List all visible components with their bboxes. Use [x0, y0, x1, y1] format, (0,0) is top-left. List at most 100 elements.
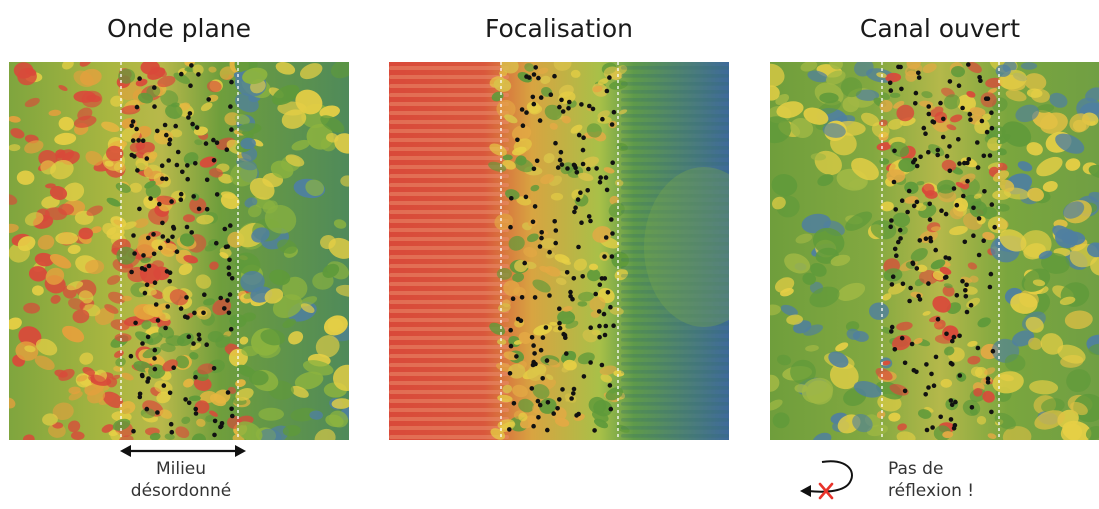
scatterer-dot [189, 63, 194, 68]
scatterer-dot [178, 306, 184, 311]
scatterer-dot [975, 345, 981, 351]
scatterer-dot [585, 188, 590, 193]
scatterer-dot [935, 147, 941, 153]
scatterer-dot [536, 415, 541, 420]
cross-icon [818, 482, 834, 500]
scatterer-dot [155, 318, 161, 323]
scatterer-dot [193, 374, 198, 380]
scatterer-dot [976, 216, 982, 221]
scatterer-dot [906, 188, 912, 194]
scatterer-dot [580, 161, 586, 167]
scatterer-dot [146, 235, 151, 241]
scatterer-dot [530, 219, 536, 225]
scatterer-dot [137, 391, 143, 397]
scatterer-dot [131, 233, 136, 238]
scatterer-dot [597, 323, 602, 329]
scatterer-dot [908, 285, 913, 291]
scatterer-dot [947, 168, 953, 174]
scatterer-dot [519, 107, 525, 112]
scatterer-dot [889, 218, 894, 223]
scatterer-dot [956, 83, 962, 88]
scatterer-dot [508, 327, 513, 333]
scatterer-dot [954, 202, 960, 208]
scatterer-dot [926, 385, 931, 390]
scatterer-dot [940, 134, 946, 140]
scatterer-dot [185, 163, 190, 168]
scatterer-dot [165, 238, 171, 243]
medium-label-line2: désordonné [130, 481, 232, 501]
scatterer-dot [987, 153, 993, 158]
scatterer-dot [536, 75, 541, 81]
scatterer-dot [962, 160, 967, 166]
scatterer-dot [941, 116, 946, 122]
scatterer-dot [569, 396, 574, 401]
scatterer-dot [203, 141, 209, 146]
scatterer-dot [960, 278, 965, 284]
scatterer-dot [171, 224, 176, 230]
scatterer-dot [135, 168, 140, 173]
scatterer-dot [222, 306, 227, 311]
scatterer-dot [590, 106, 596, 112]
scatterer-dot [170, 234, 175, 240]
scatterer-dot [893, 207, 898, 212]
scatterer-dot [892, 347, 898, 352]
scatterer-dot [947, 144, 952, 149]
scatterer-dot [187, 111, 193, 116]
panel-plane-wave [9, 62, 349, 440]
scatterer-dot [947, 79, 953, 84]
scatterer-dot [522, 260, 527, 266]
scatterer-dot [610, 160, 615, 165]
scatterer-dot [228, 104, 233, 109]
scatterer-dot [957, 161, 962, 166]
scatterer-dot [518, 318, 524, 324]
scatterer-dot [184, 224, 190, 230]
scatterer-dot [964, 309, 970, 315]
scatterer-dot [929, 371, 934, 377]
scatterer-dot [167, 137, 173, 142]
scatterer-dot [572, 163, 578, 168]
scatterer-dot [144, 156, 150, 161]
scatterer-dot [152, 104, 157, 109]
scatterer-dot [597, 282, 603, 287]
wave-field-focusing [389, 62, 729, 440]
scatterer-dot [568, 289, 573, 295]
scatterer-dot [527, 75, 532, 80]
scatterer-dot [139, 266, 145, 271]
scatterer-dot [963, 294, 969, 299]
scatterer-dot [196, 332, 202, 338]
scatterer-dot [610, 231, 615, 236]
scatterer-dot [190, 121, 195, 127]
scatterer-dot [514, 354, 519, 359]
scatterer-dot [944, 331, 949, 337]
scatterer-dot [224, 147, 230, 152]
incident-stripes [389, 66, 509, 440]
scatterer-dot [608, 406, 614, 412]
scatterer-dot [178, 197, 184, 202]
scatterer-dot [567, 99, 572, 105]
scatterer-dot [538, 95, 544, 100]
scatterer-dot [189, 230, 194, 235]
scatterer-dot [547, 249, 552, 255]
scatterer-dot [573, 205, 578, 210]
scatterer-dot [985, 376, 991, 382]
scatterer-dot [966, 62, 971, 67]
scatterer-dot [599, 362, 605, 368]
scatterer-dot [173, 123, 178, 129]
scatterer-dot [956, 137, 961, 142]
scatterer-dot [602, 254, 607, 259]
scatterer-dot [547, 293, 552, 298]
scatterer-dot [222, 226, 228, 232]
scatterer-dot [145, 334, 151, 340]
scatterer-dot [183, 397, 188, 402]
scatterer-dot [148, 196, 153, 201]
scatterer-dot [989, 125, 995, 131]
scatterer-dot [927, 201, 932, 207]
scatterer-dot [905, 209, 910, 215]
scatterer-dot [197, 337, 202, 342]
scatterer-dot [214, 140, 220, 145]
scatterer-dot [951, 186, 957, 191]
scatterer-dot [557, 320, 562, 326]
scatterer-dot [191, 194, 196, 199]
scatterer-dot [588, 218, 593, 224]
scatterer-dot [926, 111, 932, 117]
